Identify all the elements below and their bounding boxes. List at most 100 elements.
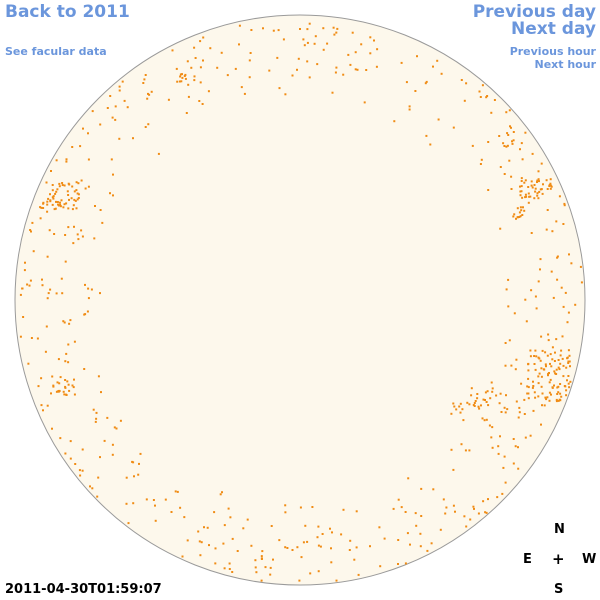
facula-point — [86, 310, 89, 313]
facula-point — [565, 389, 568, 392]
facula-point — [78, 469, 81, 472]
facula-point — [540, 423, 542, 426]
facula-point — [490, 381, 493, 384]
facula-point — [369, 52, 372, 55]
facula-point — [556, 393, 559, 395]
facula-point — [527, 392, 530, 395]
facula-point — [330, 547, 332, 550]
facula-point — [73, 393, 76, 396]
see-facular-data-link[interactable]: See facular data — [5, 45, 107, 58]
facula-point — [548, 185, 551, 187]
facula-point — [547, 339, 550, 342]
facula-point — [270, 525, 273, 527]
facula-point — [393, 120, 396, 123]
facula-point — [405, 81, 408, 84]
facula-point — [67, 383, 70, 386]
facula-point — [527, 397, 530, 400]
facula-point — [559, 392, 562, 395]
facula-point — [369, 545, 371, 548]
facula-point — [507, 134, 510, 136]
facula-point — [209, 47, 212, 50]
facula-point — [509, 125, 511, 128]
facula-point — [560, 349, 563, 352]
facula-point — [174, 490, 177, 493]
facula-point — [497, 452, 500, 455]
facula-point — [186, 60, 189, 63]
facula-point — [54, 192, 57, 195]
facula-point — [510, 188, 513, 190]
facula-point — [306, 41, 309, 44]
facula-point — [567, 382, 570, 385]
facula-point — [542, 183, 544, 186]
facula-point — [42, 409, 44, 412]
facula-point — [485, 511, 488, 514]
facula-point — [539, 258, 542, 261]
facula-point — [491, 426, 494, 429]
facula-point — [503, 145, 506, 147]
facula-point — [184, 77, 187, 80]
facula-point — [564, 291, 567, 294]
previous-hour-link[interactable]: Previous hour — [509, 45, 596, 58]
facula-point — [563, 204, 566, 207]
facula-point — [480, 404, 482, 407]
facula-point — [199, 554, 202, 557]
previous-day-link[interactable]: Previous day — [472, 2, 596, 22]
facula-point — [260, 555, 263, 558]
facula-point — [272, 29, 275, 32]
facula-point — [184, 73, 187, 76]
facula-point — [354, 68, 357, 71]
facula-point — [30, 337, 33, 339]
facula-point — [46, 200, 49, 203]
facula-point — [506, 408, 509, 411]
facula-point — [51, 203, 54, 206]
facula-point — [150, 90, 153, 93]
facula-point — [255, 571, 258, 574]
facula-point — [349, 63, 352, 66]
facula-point — [548, 391, 551, 394]
facula-point — [540, 162, 543, 165]
facula-point — [220, 51, 223, 54]
facula-point — [529, 195, 532, 198]
facula-point — [499, 166, 502, 168]
facula-point — [186, 539, 189, 542]
back-to-year-link[interactable]: Back to 2011 — [5, 2, 130, 22]
facula-point — [499, 392, 502, 395]
facula-point — [71, 208, 74, 211]
next-day-link[interactable]: Next day — [511, 19, 596, 39]
facula-point — [67, 361, 70, 364]
facula-point — [73, 198, 76, 201]
facula-point — [514, 368, 517, 371]
facula-point — [83, 313, 86, 316]
facula-point — [519, 185, 521, 188]
facula-point — [67, 207, 70, 210]
facula-point — [223, 524, 226, 527]
facula-point — [90, 288, 93, 291]
facula-point — [46, 297, 49, 300]
facula-point — [482, 398, 485, 401]
facula-point — [227, 507, 230, 510]
facula-point — [546, 354, 549, 357]
facula-point — [296, 546, 299, 549]
facula-point — [183, 75, 186, 77]
facula-point — [297, 57, 300, 60]
facula-point — [491, 446, 494, 449]
facula-point — [482, 500, 485, 503]
facula-point — [60, 277, 63, 280]
facula-point — [529, 349, 532, 352]
facula-point — [342, 73, 345, 76]
facula-point — [68, 183, 71, 186]
facula-point — [537, 382, 540, 385]
facula-point — [333, 33, 336, 36]
facula-point — [76, 198, 79, 201]
facula-point — [363, 101, 366, 104]
facula-point — [557, 359, 560, 361]
facula-point — [112, 173, 114, 176]
facula-point — [444, 512, 447, 515]
facula-point — [37, 385, 40, 388]
facula-point — [61, 292, 64, 295]
facula-point — [27, 362, 30, 365]
next-hour-link[interactable]: Next hour — [534, 58, 597, 71]
facula-point — [414, 512, 417, 515]
facula-point — [57, 358, 60, 361]
facula-point — [222, 542, 225, 545]
